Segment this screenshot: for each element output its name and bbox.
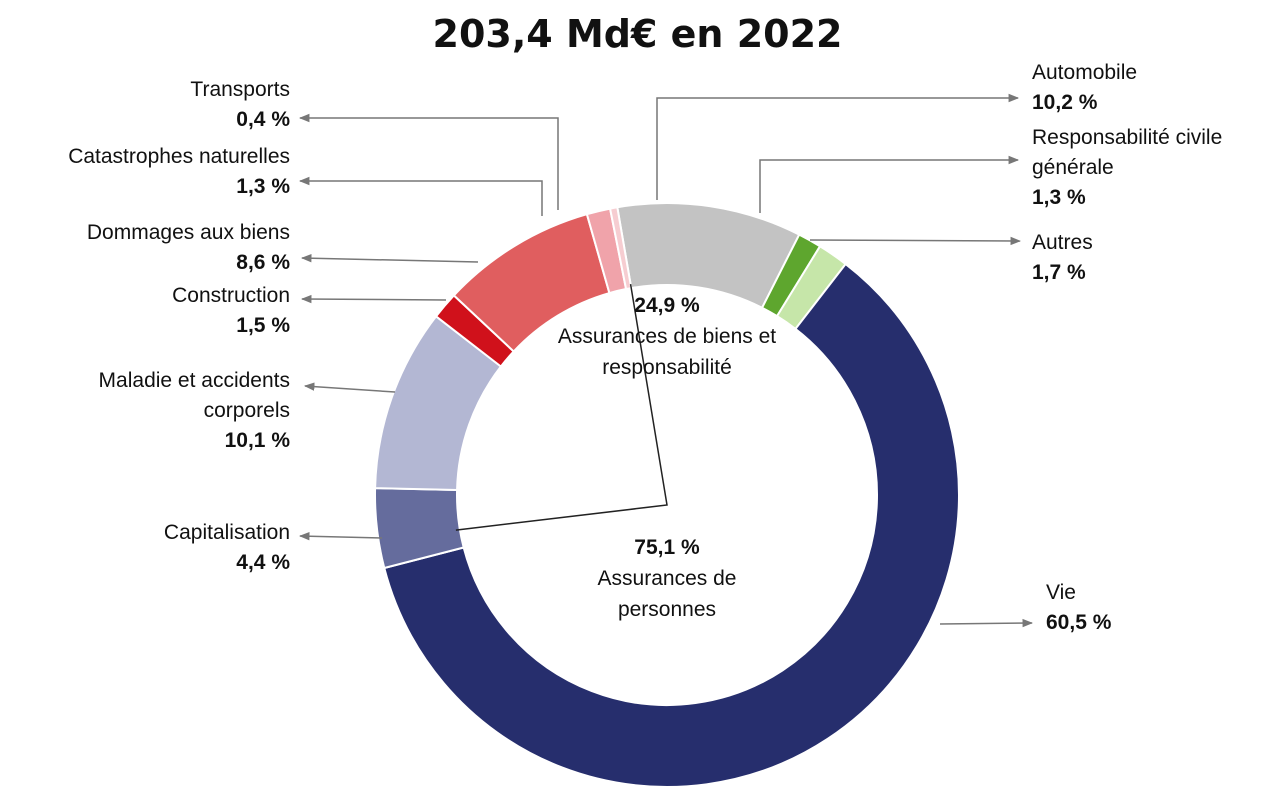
label-value: 8,6 %	[236, 251, 290, 274]
label-name: Responsabilité civile générale	[1032, 126, 1223, 179]
segment-label: Transports 0,4 %	[0, 75, 290, 135]
group-value: 75,1 %	[634, 536, 700, 559]
segment-label: Maladie et accidents corporels 10,1 %	[25, 366, 290, 456]
leader-line	[298, 176, 543, 216]
leader-line	[759, 155, 1020, 213]
leader-line	[656, 93, 1020, 200]
leader-line	[303, 382, 396, 393]
leader-line	[939, 618, 1034, 628]
label-name: Vie	[1046, 581, 1076, 604]
label-value: 1,5 %	[236, 314, 290, 337]
label-name: Construction	[172, 284, 290, 307]
label-name: Capitalisation	[163, 521, 290, 544]
segment-label: Dommages aux biens 8,6 %	[0, 218, 290, 278]
segment-label: Capitalisation 4,4 %	[0, 518, 290, 578]
segment-label: Automobile 10,2 %	[1032, 58, 1275, 118]
group-label: 24,9 % Assurances de biens et responsabil…	[552, 290, 782, 383]
label-value: 1,3 %	[1032, 186, 1086, 209]
donut-segment	[383, 262, 960, 788]
label-value: 10,2 %	[1032, 91, 1098, 114]
leader-line	[809, 236, 1022, 246]
group-divider	[455, 284, 668, 531]
group-name: Assurances de personnes	[597, 567, 737, 621]
label-value: 0,4 %	[236, 108, 290, 131]
label-name: Dommages aux biens	[86, 221, 290, 244]
label-name: Transports	[190, 78, 290, 101]
label-value: 10,1 %	[224, 429, 290, 452]
segment-label: Construction 1,5 %	[0, 281, 290, 341]
label-value: 60,5 %	[1046, 611, 1112, 634]
label-name: Autres	[1032, 231, 1093, 254]
group-name: Assurances de biens et responsabilité	[557, 325, 777, 379]
leader-line	[300, 294, 447, 304]
group-label: 75,1 % Assurances de personnes	[567, 532, 767, 625]
label-name: Catastrophes naturelles	[68, 145, 290, 168]
leader-line	[298, 532, 383, 541]
label-name: Automobile	[1032, 61, 1138, 84]
chart-title: 203,4 Md€ en 2022	[432, 12, 843, 56]
leader-line	[298, 113, 559, 210]
segment-label: Vie 60,5 %	[1046, 578, 1246, 638]
label-value: 1,3 %	[236, 175, 290, 198]
label-value: 1,7 %	[1032, 261, 1086, 284]
segment-label: Autres 1,7 %	[1032, 228, 1232, 288]
segment-label: Catastrophes naturelles 1,3 %	[0, 142, 290, 202]
segment-label: Responsabilité civile générale 1,3 %	[1032, 123, 1275, 213]
label-value: 4,4 %	[236, 551, 290, 574]
group-value: 24,9 %	[634, 294, 700, 317]
label-name: Maladie et accidents corporels	[98, 369, 290, 422]
leader-line	[300, 254, 479, 263]
